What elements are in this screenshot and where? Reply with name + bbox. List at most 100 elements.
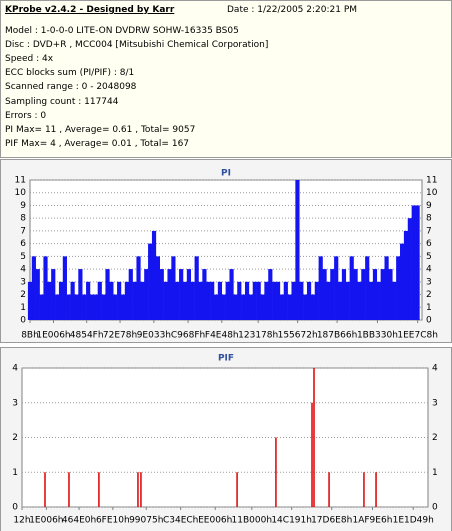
bar xyxy=(291,281,296,320)
bar xyxy=(363,472,365,507)
bar xyxy=(283,281,288,320)
y2-tick-label: 10 xyxy=(426,188,438,198)
bar xyxy=(132,281,137,320)
bar xyxy=(260,294,265,320)
y-tick-label: 3 xyxy=(20,277,26,287)
y-tick-label: 6 xyxy=(20,239,26,249)
y-tick-label: 1 xyxy=(20,303,26,313)
y-tick-label: 4 xyxy=(20,265,26,275)
bar xyxy=(202,269,207,320)
bar xyxy=(217,281,223,320)
info-line: PI Max= 11 , Average= 0.61 , Total= 9057 xyxy=(5,124,196,135)
bar xyxy=(236,472,238,507)
bar xyxy=(51,269,56,320)
bar xyxy=(328,472,330,507)
y-tick-label: 0 xyxy=(12,503,18,513)
y2-tick-label: 4 xyxy=(426,265,432,275)
bar xyxy=(58,281,64,320)
y-tick-label: 8 xyxy=(20,214,26,224)
y2-tick-label: 9 xyxy=(426,201,432,211)
bar xyxy=(163,281,168,320)
x-tick-label: 14C191h xyxy=(271,516,312,526)
y-tick-label: 1 xyxy=(12,468,18,478)
bar xyxy=(396,256,401,320)
bar xyxy=(68,472,70,507)
x-tick-label: 1E1D49h xyxy=(393,516,434,526)
bar xyxy=(303,294,308,320)
bar xyxy=(403,230,409,320)
info-line: Disc : DVD+R , MCC004 [Mitsubishi Chemic… xyxy=(5,40,269,51)
bar xyxy=(128,269,133,320)
bar xyxy=(78,269,83,320)
bar xyxy=(411,205,416,320)
bar xyxy=(31,256,36,320)
x-tick-label: 123178h xyxy=(238,331,278,341)
y-tick-label: 2 xyxy=(12,433,18,443)
bar xyxy=(105,269,110,320)
bar xyxy=(376,281,381,320)
bar xyxy=(148,243,153,320)
bar xyxy=(225,281,230,320)
x-tick-label: EE006h xyxy=(198,516,232,526)
bar xyxy=(136,256,141,320)
bar xyxy=(275,281,281,320)
bar xyxy=(167,269,172,320)
x-tick-label: F4E48h xyxy=(205,331,239,341)
bar xyxy=(210,281,215,320)
bar xyxy=(341,269,347,320)
bar xyxy=(313,368,315,507)
plot-area xyxy=(21,367,429,508)
bar xyxy=(326,281,331,320)
bar xyxy=(151,230,157,320)
x-tick-label: 1AF9E6h xyxy=(353,516,393,526)
bar xyxy=(120,294,126,320)
bar xyxy=(82,294,87,320)
bar xyxy=(182,281,188,320)
bar xyxy=(93,294,98,320)
info-line: Sampling count : 117744 xyxy=(5,96,119,107)
bar xyxy=(287,294,292,320)
y2-tick-label: 0 xyxy=(432,503,438,513)
bar xyxy=(415,205,420,320)
bar xyxy=(392,281,397,320)
bar xyxy=(237,281,242,320)
bar xyxy=(44,472,46,507)
bar xyxy=(248,294,254,320)
info-line: Errors : 0 xyxy=(5,110,47,121)
bar xyxy=(314,281,319,320)
bar xyxy=(70,281,75,320)
bar xyxy=(299,281,304,320)
bar xyxy=(229,269,234,320)
x-tick-label: 155672h xyxy=(278,331,318,341)
bar xyxy=(318,256,323,320)
bar xyxy=(179,269,184,320)
y2-tick-label: 3 xyxy=(432,398,438,408)
bar xyxy=(74,294,79,320)
y2-tick-label: 11 xyxy=(426,176,437,186)
bar xyxy=(241,294,246,320)
bar xyxy=(155,256,161,320)
bar xyxy=(337,281,343,320)
info-line: ECC blocks sum (PI/PIF) : 8/1 xyxy=(5,68,135,79)
bar xyxy=(175,281,180,320)
bar xyxy=(159,269,164,320)
x-tick-label: C968Fh xyxy=(171,331,205,341)
y2-tick-label: 1 xyxy=(426,303,432,313)
info-line: PIF Max= 4 , Average= 0.01 , Total= 167 xyxy=(5,138,190,149)
x-tick-label: 11B000h xyxy=(232,516,273,526)
bar xyxy=(275,437,277,507)
info-line: Model : 1-0-0-0 LITE-ON DVDRW SOHW-16335… xyxy=(5,26,239,36)
bar xyxy=(349,256,354,320)
chart-title: PI xyxy=(221,169,231,179)
bar xyxy=(221,294,226,320)
y2-tick-label: 1 xyxy=(432,468,438,478)
x-tick-label: 1EE7C8h xyxy=(397,331,438,341)
y2-tick-label: 6 xyxy=(426,239,432,249)
bar xyxy=(233,294,238,320)
y2-tick-label: 2 xyxy=(426,290,432,300)
app-title: KProbe v2.4.2 - Designed by Karr xyxy=(5,5,175,15)
bar xyxy=(272,281,277,320)
bar xyxy=(400,243,405,320)
